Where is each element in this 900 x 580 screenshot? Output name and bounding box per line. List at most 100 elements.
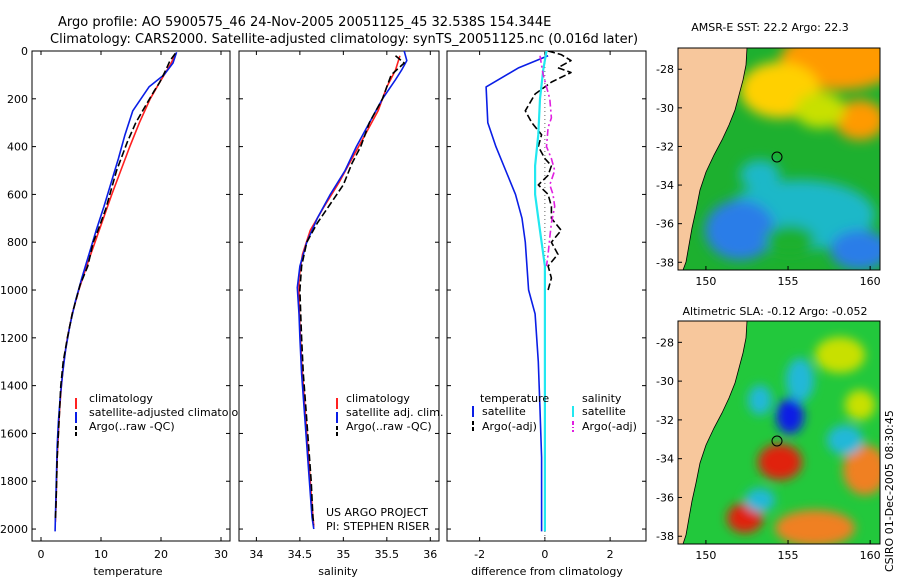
y-tick-label: 1600 bbox=[0, 427, 28, 440]
sla-land bbox=[678, 321, 748, 544]
sst-map-ticks: 150 155 160 -28 -30 -32 -34 -36 -38 bbox=[656, 63, 881, 288]
y-tick-label: 800 bbox=[7, 236, 28, 249]
temperature-axes-box bbox=[31, 50, 231, 542]
lat-tick-label: -36 bbox=[656, 218, 674, 231]
series-temperature-satellite bbox=[485, 55, 549, 532]
lat-tick-label: -28 bbox=[656, 63, 674, 76]
lat-tick-label: -38 bbox=[656, 256, 674, 269]
temperature-x-label: temperature bbox=[93, 565, 162, 578]
sla-map: Altimetric SLA: -0.12 Argo: -0.052 150 15… bbox=[656, 305, 881, 562]
temperature-y-ticks: 0 200 400 600 800 1000 1200 1400 1600 1800 2000 bbox=[0, 45, 230, 536]
y-tick-label: 400 bbox=[7, 141, 28, 154]
legend-label-sal-argo: Argo(-adj) bbox=[582, 420, 637, 433]
salinity-legend: climatology satellite adj. clim. Argo(..… bbox=[336, 392, 443, 437]
x-tick-label: 0 bbox=[541, 548, 548, 561]
salinity-x-label: salinity bbox=[318, 565, 358, 578]
x-tick-label: 0 bbox=[38, 548, 45, 561]
series-argo-raw-qc bbox=[299, 55, 405, 525]
salinity-panel: 34 34.5 35 35.5 36 salinity climatology sate… bbox=[238, 50, 443, 578]
temperature-lines bbox=[54, 51, 178, 532]
sst-map-frame bbox=[677, 47, 881, 271]
sla-profile-marker bbox=[771, 435, 783, 447]
series-satellite-adj-clim bbox=[296, 51, 408, 530]
sla-map-frame bbox=[677, 320, 881, 545]
salinity-x-ticks: 34 34.5 35 35.5 36 bbox=[249, 51, 437, 561]
legend-label-argo: Argo(..raw -QC) bbox=[89, 420, 175, 433]
sst-map-title: AMSR-E SST: 22.2 Argo: 22.3 bbox=[691, 21, 849, 34]
series-argo-raw-qc bbox=[54, 52, 177, 520]
sla-map-title: Altimetric SLA: -0.12 Argo: -0.052 bbox=[683, 305, 868, 318]
y-tick-label: 0 bbox=[21, 45, 28, 58]
sla-field bbox=[678, 321, 880, 544]
salinity-axes-box bbox=[238, 50, 440, 542]
sla-map-ticks: 150 155 160 -28 -30 -32 -34 -36 -38 bbox=[656, 336, 881, 562]
header-line-2: Climatology: CARS2000. Satellite-adjuste… bbox=[50, 32, 638, 47]
legend-label-sal-satellite: satellite bbox=[582, 405, 626, 418]
series-climatology bbox=[298, 55, 401, 527]
temperature-x-ticks: 0 10 20 30 bbox=[38, 51, 228, 561]
y-tick-label: 600 bbox=[7, 188, 28, 201]
lat-tick-label: -38 bbox=[656, 530, 674, 543]
y-tick-label: 1000 bbox=[0, 284, 28, 297]
legend-salinity-header: salinity bbox=[582, 392, 622, 405]
y-tick-label: 2000 bbox=[0, 523, 28, 536]
x-tick-label: -2 bbox=[474, 548, 485, 561]
legend-label-argo: Argo(..raw -QC) bbox=[346, 420, 432, 433]
legend-label-climatology: climatology bbox=[346, 392, 410, 405]
lon-tick-label: 150 bbox=[695, 549, 716, 562]
lat-tick-label: -34 bbox=[656, 179, 674, 192]
lat-tick-label: -28 bbox=[656, 336, 674, 349]
difference-axes-box bbox=[446, 50, 647, 542]
legend-label-satellite: satellite adj. clim. bbox=[346, 406, 443, 419]
lon-tick-label: 160 bbox=[860, 275, 881, 288]
difference-panel: -2 0 2 difference from climatology tempera… bbox=[446, 50, 647, 578]
header-line-1: Argo profile: AO 5900575_46 24-Nov-2005 … bbox=[58, 15, 551, 30]
pi-annotation: PI: STEPHEN RISER bbox=[326, 520, 430, 533]
difference-legend: temperature salinity satellite Argo(-adj… bbox=[472, 392, 637, 433]
lon-tick-label: 150 bbox=[695, 275, 716, 288]
lat-tick-label: -34 bbox=[656, 453, 674, 466]
series-salinity-argo-adj bbox=[539, 55, 556, 267]
difference-lines bbox=[485, 51, 572, 541]
salinity-y-ticks bbox=[239, 50, 439, 530]
lon-tick-label: 155 bbox=[778, 275, 799, 288]
difference-y-ticks bbox=[447, 50, 646, 530]
x-tick-label: 34.5 bbox=[288, 548, 313, 561]
footer-credit: CSIRO 01-Dec-2005 08:30:45 bbox=[883, 410, 896, 572]
x-tick-label: 34 bbox=[249, 548, 263, 561]
legend-label-temp-satellite: satellite bbox=[482, 405, 526, 418]
x-tick-label: 10 bbox=[94, 548, 108, 561]
lon-tick-label: 160 bbox=[860, 549, 881, 562]
y-tick-label: 1200 bbox=[0, 332, 28, 345]
x-tick-label: 2 bbox=[607, 548, 614, 561]
project-annotation: US ARGO PROJECT bbox=[326, 506, 428, 519]
temperature-legend: climatology satellite-adjusted climatolo… bbox=[75, 392, 252, 437]
temperature-panel: 0 200 400 600 800 1000 1200 1400 1600 1800 2000 0 1… bbox=[0, 45, 252, 578]
difference-x-label: difference from climatology bbox=[471, 565, 623, 578]
x-tick-label: 35.5 bbox=[375, 548, 400, 561]
lat-tick-label: -30 bbox=[656, 375, 674, 388]
sst-land bbox=[678, 48, 748, 270]
legend-label-temp-argo: Argo(-adj) bbox=[482, 420, 537, 433]
difference-x-ticks: -2 0 2 bbox=[474, 51, 614, 561]
sst-map: AMSR-E SST: 22.2 Argo: 22.3 150 155 160 -28… bbox=[656, 21, 881, 288]
x-tick-label: 20 bbox=[154, 548, 168, 561]
series-temperature-argo-adj bbox=[524, 51, 572, 291]
y-tick-label: 200 bbox=[7, 93, 28, 106]
x-tick-label: 36 bbox=[423, 548, 437, 561]
legend-label-satellite: satellite-adjusted climatology bbox=[89, 406, 252, 419]
x-tick-label: 35 bbox=[336, 548, 350, 561]
series-salinity-satellite bbox=[534, 51, 548, 532]
legend-temperature-header: temperature bbox=[480, 392, 549, 405]
lon-tick-label: 155 bbox=[778, 549, 799, 562]
lat-tick-label: -30 bbox=[656, 102, 674, 115]
x-tick-label: 30 bbox=[214, 548, 228, 561]
sst-field bbox=[678, 48, 880, 270]
y-tick-label: 1800 bbox=[0, 475, 28, 488]
lat-tick-label: -32 bbox=[656, 140, 674, 153]
lat-tick-label: -32 bbox=[656, 414, 674, 427]
legend-label-climatology: climatology bbox=[89, 392, 153, 405]
lat-tick-label: -36 bbox=[656, 491, 674, 504]
salinity-lines bbox=[296, 51, 408, 530]
